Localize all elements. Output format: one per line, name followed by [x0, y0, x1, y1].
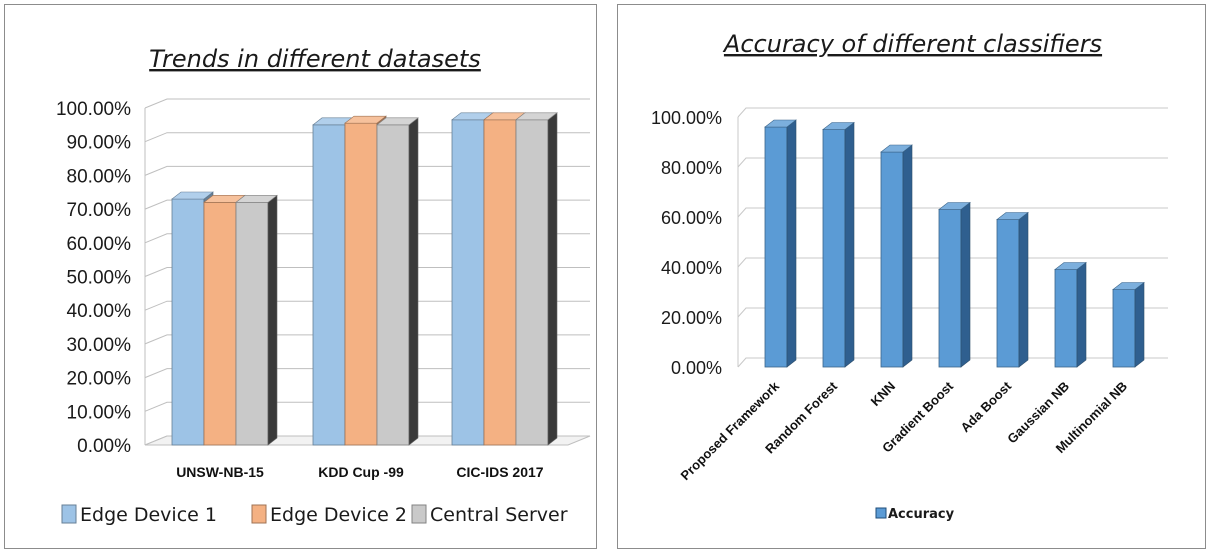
legend-swatch-accuracy: [875, 507, 887, 519]
y-tick-label: 80.00%: [661, 158, 722, 178]
y-tick-label: 30.00%: [67, 335, 132, 356]
y-tick-label: 60.00%: [661, 208, 722, 228]
bar-cic-ids-2017-central-server: [515, 112, 558, 446]
y-tick-label: 50.00%: [67, 268, 132, 289]
bar-gaussian-nb-top: [1054, 262, 1087, 270]
bar-unsw-nb-15-edge-device-2-front: [203, 201, 237, 446]
bar-proposed-framework-top: [764, 119, 797, 128]
bar-ada-boost: [996, 211, 1029, 368]
bar-random-forest-front: [822, 129, 846, 368]
bar-random-forest-side: [844, 121, 855, 368]
gridline: [144, 132, 590, 143]
bar-cic-ids-2017-edge-device-2-front: [483, 119, 517, 446]
bar-unsw-nb-15-central-server: [235, 194, 278, 446]
bar-proposed-framework-front: [764, 126, 788, 368]
bar-kdd-cup-99-central-server-side: [408, 117, 419, 446]
bar-multinomial-nb: [1112, 281, 1145, 368]
bar-unsw-nb-15-central-server-front: [235, 201, 269, 446]
y-tick-label: 0.00%: [671, 358, 722, 378]
legend-swatch-edge-device-1: [61, 504, 77, 524]
bar-proposed-framework: [764, 119, 797, 368]
gridline: [737, 157, 1168, 168]
gridline: [144, 199, 590, 210]
bar-gradient-boost-front: [938, 209, 962, 368]
y-tick-label: 80.00%: [67, 166, 132, 187]
y-tick-label: 10.00%: [67, 402, 132, 423]
x-tick-label: KNN: [868, 379, 899, 410]
gridline: [144, 98, 590, 109]
bar-unsw-nb-15-central-server-side: [267, 194, 278, 446]
legend-swatch-edge-device-2: [251, 504, 267, 524]
bar-gaussian-nb-front: [1054, 269, 1078, 368]
gridline: [144, 165, 590, 176]
legend-swatch-central-server: [411, 504, 427, 524]
classifier-accuracy-chart: Accuracy of different classifiers 0.00% 20…: [651, 30, 1168, 522]
gridline: [144, 368, 590, 379]
bar-cic-ids-2017-central-server-top: [515, 112, 558, 121]
bar-multinomial-nb-front: [1112, 289, 1136, 368]
bar-ada-boost-front: [996, 219, 1020, 368]
x-tick-label: Ada Boost: [958, 378, 1015, 435]
bar-multinomial-nb-side: [1134, 281, 1145, 368]
bar-kdd-cup-99-edge-device-2-top: [344, 115, 387, 124]
y-tick-label: 100.00%: [56, 99, 131, 120]
bar-gaussian-nb-side: [1076, 261, 1087, 368]
y-tick-label: 20.00%: [67, 369, 132, 390]
bar-proposed-framework-side: [786, 119, 797, 368]
y-tick-label: 60.00%: [67, 234, 132, 255]
chart-title: Trends in different datasets: [149, 45, 481, 73]
legend-label-central-server: Central Server: [430, 504, 568, 526]
bar-multinomial-nb-top: [1112, 282, 1145, 290]
y-tick-label: 40.00%: [67, 301, 132, 322]
bar-kdd-cup-99-edge-device-1-front: [312, 124, 346, 446]
gridline: [144, 401, 590, 412]
x-tick-label: CIC-IDS 2017: [456, 464, 543, 480]
bar-random-forest: [822, 121, 855, 368]
bar-cic-ids-2017-central-server-side: [547, 112, 558, 446]
gridline: [144, 300, 590, 311]
chart-title: Accuracy of different classifiers: [722, 30, 1102, 58]
bar-unsw-nb-15-edge-device-1-top: [171, 191, 214, 200]
bar-knn-top: [880, 144, 913, 153]
bar-cic-ids-2017-central-server-front: [515, 119, 549, 446]
bar-gradient-boost: [938, 201, 971, 368]
gridline: [144, 267, 590, 277]
bar-random-forest-top: [822, 122, 855, 130]
bar-kdd-cup-99-central-server: [376, 117, 419, 446]
chart-panel-classifier-accuracy: Accuracy of different classifiers 0.00% 20…: [617, 4, 1206, 549]
bar-cic-ids-2017-edge-device-1-front: [451, 119, 485, 446]
bar-unsw-nb-15-central-server-top: [235, 195, 278, 203]
y-tick-label: 0.00%: [77, 436, 131, 457]
x-tick-label: Proposed Framework: [678, 378, 783, 483]
gridline: [144, 233, 590, 244]
bar-ada-boost-top: [996, 212, 1029, 220]
chart-panel-dataset-trends: Trends in different datasets 0.00% 10.00% 2…: [4, 4, 597, 549]
bar-gaussian-nb: [1054, 261, 1087, 368]
legend-label-edge-device-1: Edge Device 1: [80, 504, 217, 526]
bar-kdd-cup-99-central-server-front: [376, 124, 410, 446]
bar-knn-front: [880, 151, 904, 368]
bar-gradient-boost-side: [960, 201, 971, 368]
gridline: [737, 107, 1168, 118]
bar-knn: [880, 144, 913, 368]
x-tick-label: UNSW-NB-15: [176, 464, 264, 480]
bar-gradient-boost-top: [938, 202, 971, 210]
gridline: [144, 334, 590, 345]
y-tick-label: 90.00%: [67, 133, 132, 154]
legend-label-edge-device-2: Edge Device 2: [270, 504, 407, 526]
bar-knn-side: [902, 144, 913, 368]
dataset-trends-chart: Trends in different datasets 0.00% 10.00% 2…: [56, 45, 591, 526]
legend-label-accuracy: Accuracy: [888, 507, 955, 522]
gridline: [737, 207, 1168, 218]
bar-ada-boost-side: [1018, 211, 1029, 368]
y-tick-label: 100.00%: [651, 108, 722, 128]
y-tick-label: 20.00%: [661, 308, 722, 328]
bar-kdd-cup-99-edge-device-2-front: [344, 122, 378, 446]
x-tick-label: KDD Cup -99: [318, 464, 404, 480]
bar-unsw-nb-15-edge-device-1-front: [171, 198, 205, 446]
y-tick-label: 40.00%: [661, 258, 722, 278]
y-tick-label: 70.00%: [67, 200, 132, 221]
bar-kdd-cup-99-central-server-top: [376, 117, 419, 126]
